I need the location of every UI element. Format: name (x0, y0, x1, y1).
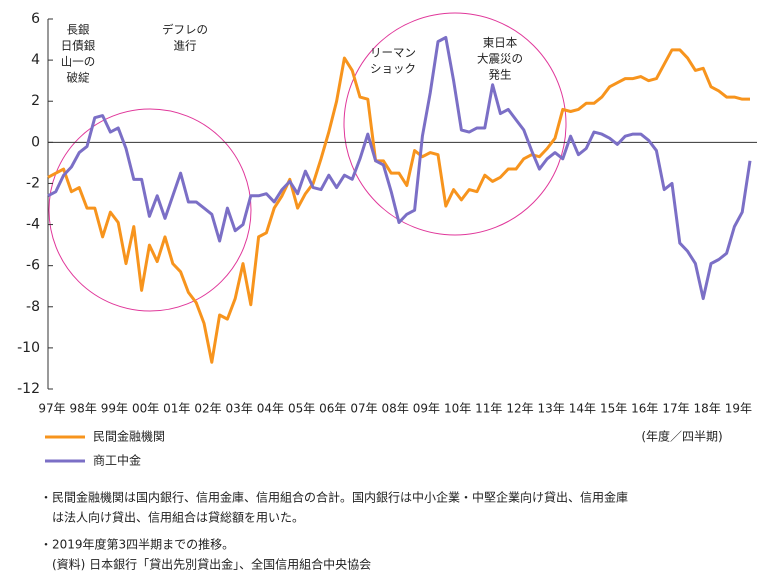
y-tick-label: 6 (31, 11, 40, 27)
annotation: ショック (370, 62, 416, 76)
x-tick-label: 07年 (350, 402, 377, 416)
annotation: 東日本 (483, 36, 518, 50)
y-tick-label: -2 (26, 175, 40, 191)
x-tick-label: 00年 (132, 402, 159, 416)
y-tick-label: -4 (26, 217, 40, 233)
x-tick-label: 01年 (163, 402, 190, 416)
y-tick-label: -10 (17, 340, 40, 356)
x-tick-label: 17年 (662, 402, 689, 416)
note: (資料) 日本銀行「貸出先別貸出金」、全国信用組合中央協会 (40, 557, 371, 572)
series-line (47, 36, 752, 301)
annotation: 長銀 (67, 23, 90, 37)
y-tick-label: 2 (31, 93, 40, 109)
x-tick-label: 15年 (600, 402, 627, 416)
highlight-circle (48, 108, 252, 312)
series-line (47, 48, 750, 364)
note: ・2019年度第3四半期までの推移。 (40, 537, 234, 552)
annotation: 山一の (61, 55, 96, 69)
x-tick-label: 02年 (194, 402, 221, 416)
x-tick-label: 14年 (569, 402, 596, 416)
x-tick-label: 03年 (226, 402, 253, 416)
y-tick-label: -12 (17, 381, 40, 397)
x-tick-label: 08年 (382, 402, 409, 416)
x-axis-label: (年度／四半期) (641, 429, 722, 444)
annotation: 大震災の (477, 52, 523, 66)
annotation: リーマン (370, 46, 416, 60)
y-tick-label: 0 (31, 134, 40, 150)
legend-label: 民間金融機関 (93, 429, 165, 444)
x-tick-label: 05年 (288, 402, 315, 416)
annotation: 破綻 (67, 71, 90, 85)
x-tick-label: 11年 (475, 402, 502, 416)
x-tick-label: 06年 (319, 402, 346, 416)
y-tick-label: -8 (26, 299, 40, 315)
x-tick-label: 10年 (444, 402, 471, 416)
annotation: 日債銀 (61, 39, 96, 53)
legend-label: 商工中金 (93, 453, 141, 468)
annotation: 進行 (174, 39, 197, 53)
x-tick-label: 19年 (725, 402, 752, 416)
x-tick-label: 04年 (257, 402, 284, 416)
annotation: デフレの (162, 23, 208, 37)
highlight-circle (343, 12, 567, 236)
x-tick-label: 98年 (70, 402, 97, 416)
x-tick-label: 13年 (538, 402, 565, 416)
y-tick-label: 4 (31, 52, 40, 68)
x-tick-label: 99年 (101, 402, 128, 416)
annotation: 発生 (489, 68, 512, 82)
x-tick-label: 16年 (631, 402, 658, 416)
x-tick-label: 09年 (413, 402, 440, 416)
x-tick-label: 12年 (506, 402, 533, 416)
x-tick-label: 18年 (694, 402, 721, 416)
y-tick-label: -6 (26, 258, 40, 274)
note: は法人向け貸出、信用組合は貸総額を用いた。 (40, 510, 304, 525)
note: ・民間金融機関は国内銀行、信用金庫、信用組合の合計。国内銀行は中小企業・中堅企業… (40, 490, 628, 505)
x-tick-label: 97年 (38, 402, 65, 416)
